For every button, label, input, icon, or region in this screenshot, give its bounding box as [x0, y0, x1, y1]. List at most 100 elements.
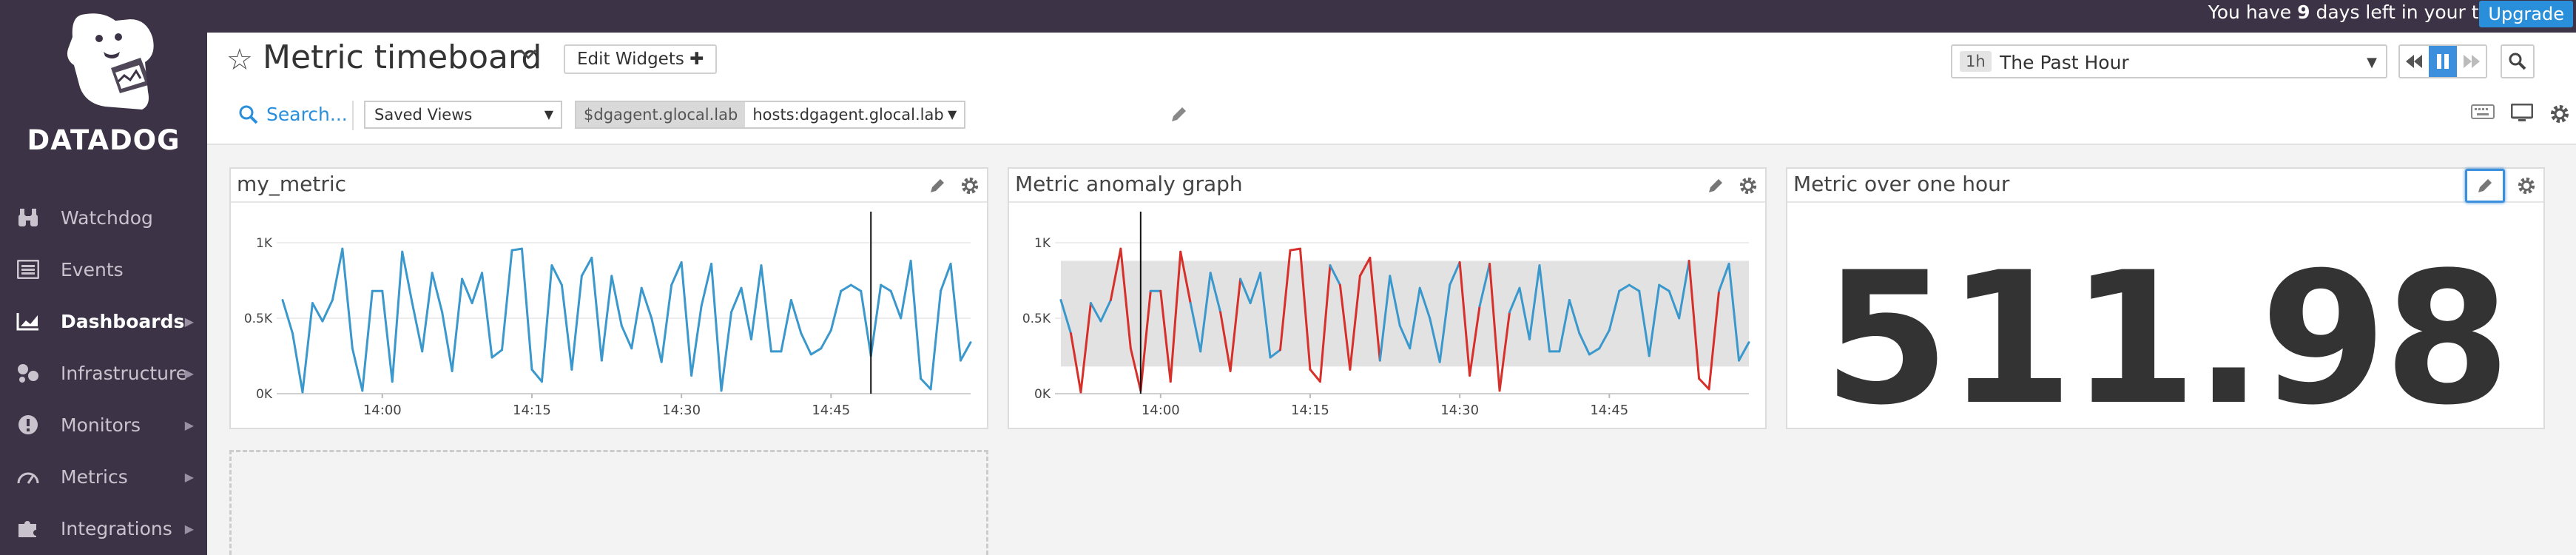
pause-button[interactable] [2428, 46, 2458, 77]
series-segment [1488, 263, 1501, 392]
series-segment [720, 311, 733, 392]
edit-pencil-icon[interactable] [1705, 175, 1727, 197]
datadog-dog-icon [67, 13, 154, 110]
series-segment [1119, 247, 1132, 350]
plus-icon: ✚ [689, 50, 704, 69]
sidebar-item-events[interactable]: Events [0, 247, 207, 292]
series-segment [331, 247, 344, 302]
series-segment [281, 299, 294, 334]
series-segment [1129, 347, 1142, 392]
edit-pencil-icon[interactable] [926, 175, 948, 197]
trial-prefix: You have [2208, 1, 2298, 23]
widget-my-metric[interactable]: my_metric 0K 0.5K 1K 14:00 14:15 14:30 14:45 [229, 167, 988, 429]
series-segment [301, 302, 314, 394]
series-segment [321, 299, 334, 323]
upgrade-button[interactable]: Upgrade [2479, 1, 2573, 27]
tv-mode-icon[interactable] [2510, 103, 2534, 127]
favorite-star-icon[interactable]: ☆ [226, 43, 253, 77]
series-segment [900, 259, 912, 320]
gear-icon[interactable] [2515, 175, 2538, 197]
title-dropdown-chevron-icon[interactable] [518, 43, 539, 68]
series-segment [949, 263, 962, 362]
edit-template-variables-pencil-icon[interactable] [1169, 105, 1188, 127]
fast-forward-button[interactable] [2457, 46, 2486, 77]
keyboard-icon[interactable] [2471, 104, 2495, 127]
series-segment [451, 278, 464, 372]
series-segment [481, 272, 493, 359]
sidebar-item-infrastructure[interactable]: Infrastructure ▶ [0, 351, 207, 395]
series-segment [1249, 272, 1262, 305]
series-segment [1429, 317, 1441, 363]
my-metric-line-chart: 0K 0.5K 1K 14:00 14:15 14:30 14:45 [244, 212, 972, 418]
widget-header: Metric anomaly graph [1009, 169, 1765, 203]
widget-title: Metric over one hour [1793, 172, 2010, 196]
series-segment [849, 283, 863, 292]
sidebar-item-watchdog[interactable]: Watchdog [0, 195, 207, 240]
sidebar-item-metrics[interactable]: Metrics ▶ [0, 454, 207, 499]
sidebar-item-label: Monitors [61, 414, 141, 436]
series-segment [610, 275, 623, 327]
edit-widgets-button[interactable]: Edit Widgets ✚ [564, 44, 718, 74]
series-segment [1598, 329, 1611, 350]
series-segment [660, 283, 673, 363]
gear-icon[interactable] [1737, 175, 1759, 197]
edit-pencil-icon[interactable] [2465, 169, 2505, 203]
trial-days: 9 [2297, 1, 2310, 23]
rewind-icon [2406, 55, 2423, 68]
series-segment [1298, 247, 1312, 371]
series-segment [680, 261, 693, 377]
sidebar-item-label: Integrations [61, 517, 172, 539]
series-segment [1698, 377, 1710, 391]
series-segment [590, 256, 603, 362]
series-segment [1668, 289, 1681, 320]
series-segment [800, 332, 812, 356]
sidebar-item-integrations[interactable]: Integrations ▶ [0, 506, 207, 551]
timeframe-badge: 1h [1960, 51, 1992, 72]
widget-header: Metric over one hour [1787, 169, 2543, 203]
series-segment [1309, 368, 1321, 383]
sidebar-item-label: Infrastructure [61, 362, 188, 384]
widget-metric-anomaly-graph[interactable]: Metric anomaly graph 0K 0.5K 1K 14:00 14:15 1… [1008, 167, 1767, 429]
series-segment [351, 347, 364, 392]
gear-icon[interactable] [959, 175, 981, 197]
series-segment [570, 275, 583, 371]
sidebar-item-label: Watchdog [61, 206, 153, 229]
widget-body: 511.98 [1787, 204, 2543, 431]
saved-views-select[interactable]: Saved Views ▼ [364, 101, 562, 129]
series-segment [1199, 272, 1212, 353]
zoom-search-button[interactable] [2501, 44, 2535, 78]
sidebar-item-dashboards[interactable]: Dashboards ▶ [0, 299, 207, 343]
template-variable[interactable]: $dgagent.glocal.lab hosts:dgagent.glocal… [575, 101, 966, 129]
widget-tools [2465, 169, 2538, 203]
rewind-button[interactable] [2400, 46, 2429, 77]
template-variable-value[interactable]: hosts:dgagent.glocal.lab ▼ [745, 102, 965, 127]
sidebar-item-monitors[interactable]: Monitors ▶ [0, 403, 207, 447]
series-segment [1209, 272, 1222, 314]
series-segment [401, 250, 414, 305]
series-segment [809, 347, 823, 356]
series-segment [650, 317, 663, 363]
widget-title: Metric anomaly graph [1015, 172, 1243, 196]
series-segment [1449, 261, 1461, 286]
series-segment [1089, 302, 1102, 323]
series-segment [1478, 263, 1491, 308]
series-segment [501, 249, 513, 352]
search-label: Search... [266, 104, 348, 125]
empty-widget-placeholder[interactable] [229, 450, 988, 555]
y-tick-label: 1K [256, 236, 273, 251]
edit-widgets-label: Edit Widgets [577, 50, 684, 69]
x-tick-label: 14:45 [812, 403, 850, 418]
caret-down-icon: ▼ [2367, 55, 2377, 70]
chevron-right-icon: ▶ [184, 469, 194, 484]
search-button[interactable]: Search... [238, 104, 348, 125]
widget-metric-over-one-hour[interactable]: Metric over one hour 511.98 [1786, 167, 2545, 431]
trial-notice: You have 9 days left in your trial. [2208, 0, 2514, 27]
gear-icon[interactable] [2549, 104, 2570, 127]
series-segment [550, 264, 563, 286]
series-segment [740, 286, 752, 341]
datadog-logo[interactable]: DATADOG [0, 0, 207, 170]
series-segment [1269, 349, 1282, 359]
timeframe-selector[interactable]: 1h The Past Hour ▼ [1951, 44, 2387, 78]
y-tick-label: 1K [1034, 236, 1051, 251]
series-segment [1099, 299, 1112, 323]
